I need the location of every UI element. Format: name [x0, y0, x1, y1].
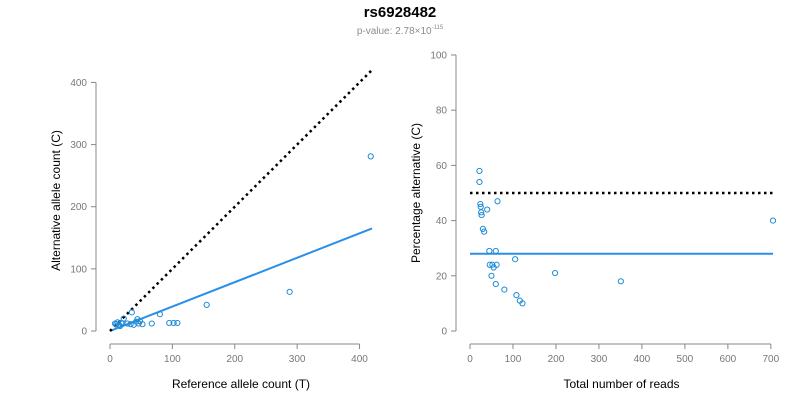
x-tick-label: 400	[634, 354, 651, 365]
data-point	[478, 211, 485, 219]
data-point	[501, 286, 508, 293]
data-point	[124, 320, 131, 327]
x-tick-label: 100	[505, 354, 522, 365]
y-axis-label: Alternative allele count (C)	[49, 130, 63, 271]
data-point	[128, 309, 135, 316]
y-tick-label: 40	[436, 216, 448, 227]
x-tick-label: 100	[164, 354, 181, 365]
data-point	[488, 272, 495, 279]
data-point	[367, 153, 374, 160]
x-axis-label: Total number of reads	[563, 377, 679, 391]
data-point	[486, 247, 493, 255]
y-tick-label: 60	[436, 161, 448, 172]
x-tick-label: 300	[289, 354, 306, 365]
data-point	[170, 319, 177, 327]
x-tick-label: 300	[591, 354, 608, 365]
chart-title: rs6928482	[363, 4, 437, 21]
data-point	[519, 300, 526, 307]
y-axis-label: Percentage alternative (C)	[409, 123, 423, 263]
y-tick-label: 200	[70, 202, 87, 213]
data-point	[476, 167, 483, 175]
x-tick-label: 0	[107, 354, 113, 365]
subtitle-exponent: -115	[431, 25, 444, 31]
y-tick-label: 0	[441, 327, 447, 338]
y-tick-label: 80	[436, 106, 448, 117]
data-point	[174, 319, 181, 327]
data-point	[492, 247, 499, 255]
x-tick-label: 600	[720, 354, 737, 365]
data-point	[156, 311, 164, 318]
data-point	[166, 319, 173, 327]
y-tick-label: 400	[70, 78, 87, 89]
y-tick-label: 100	[70, 264, 87, 275]
data-point	[286, 288, 293, 295]
data-point	[477, 200, 484, 208]
data-point	[493, 261, 500, 268]
y-tick-label: 300	[70, 140, 87, 151]
data-point	[551, 269, 559, 277]
x-tick-label: 0	[467, 354, 473, 365]
x-tick-label: 700	[763, 354, 780, 365]
x-tick-label: 200	[548, 354, 565, 365]
data-point	[148, 320, 155, 327]
data-point	[492, 280, 499, 288]
y-tick-label: 0	[81, 327, 87, 338]
x-tick-label: 400	[351, 354, 368, 365]
y-tick-label: 100	[430, 51, 447, 62]
data-point	[494, 198, 501, 205]
data-point	[127, 321, 134, 328]
data-point	[203, 301, 210, 308]
x-tick-label: 500	[677, 354, 694, 365]
data-point	[769, 217, 777, 224]
subtitle-prefix: p-value: 2.78×10	[356, 26, 432, 37]
data-point	[513, 292, 520, 299]
chart-subtitle: p-value: 2.78×10-115	[0, 25, 800, 37]
data-point	[476, 178, 483, 186]
fit-line	[109, 227, 373, 332]
x-tick-label: 200	[226, 354, 243, 365]
reference-line	[109, 69, 373, 332]
y-tick-label: 20	[436, 271, 448, 282]
data-point	[512, 256, 519, 263]
data-point	[120, 315, 127, 322]
data-point	[617, 278, 624, 285]
x-axis-label: Reference allele count (T)	[172, 377, 310, 391]
data-point	[484, 206, 491, 213]
data-point	[481, 228, 488, 235]
data-point	[139, 321, 146, 328]
data-point	[478, 209, 485, 216]
